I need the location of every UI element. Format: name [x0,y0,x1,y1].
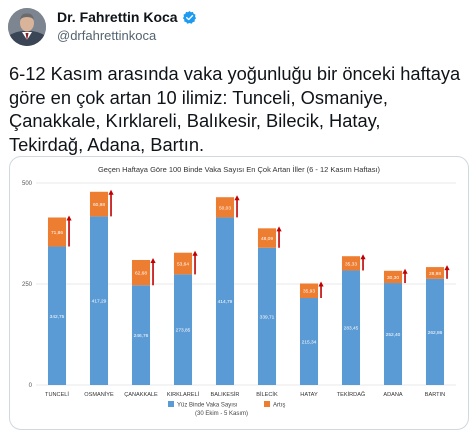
bar-segment-base [341,270,361,385]
increase-arrow-head [66,215,72,221]
bar-segment-base [383,283,403,385]
author-name[interactable]: Dr. Fahrettin Koca [57,9,178,25]
bar-segment-increase [173,252,193,275]
x-category-label: HATAY [300,392,318,398]
x-category-label: BİLECİK [256,391,278,398]
x-category-label: TUNCELİ [45,391,69,398]
bar-segment-increase [425,267,445,279]
increase-arrow-head [150,257,156,263]
verified-badge-icon [182,10,196,24]
bar-value-label: 246,76 [134,333,149,339]
avatar-portrait-image [8,8,46,46]
legend-label-base-period: (30 Ekim - 5 Kasım) [195,411,248,417]
bar-segment-base [257,247,277,385]
bar-increase-label: 35,93 [303,289,315,295]
bar-increase-label: 48,09 [261,236,273,242]
bar-increase-label: 30,30 [387,275,399,281]
increase-arrow-head [318,281,324,287]
increase-arrow-head [234,195,240,201]
legend-label-increase: Artış [273,403,285,409]
bar-value-label: 252,40 [386,332,401,338]
increase-arrow-head [444,265,450,271]
bar-value-label: 273,85 [176,328,191,334]
bar-value-label: 215,34 [302,340,317,346]
bar-segment-increase [47,217,67,247]
bar-value-label: 414,79 [218,299,233,305]
bar-increase-label: 53,64 [177,262,189,268]
bar-segment-increase [131,259,151,286]
bar-increase-label: 50,03 [219,205,231,211]
bar-value-label: 283,45 [344,326,359,332]
y-tick-label: 500 [22,181,33,187]
bar-increase-label: 60,98 [93,202,105,208]
bar-value-label: 342,75 [50,314,65,320]
bar-value-label: 417,29 [92,299,107,305]
bar-segment-base [89,216,109,385]
bar-segment-increase [89,191,109,217]
increase-arrow-head [276,226,282,232]
x-category-label: ADANA [383,392,403,398]
tweet-text: 6-12 Kasım arasında vaka yoğunluğu bir ö… [9,63,461,155]
chart-image-card[interactable]: Geçen Haftaya Göre 100 Binde Vaka Sayısı… [9,156,469,430]
bar-value-label: 339,71 [260,314,275,320]
increase-arrow-head [192,250,198,256]
x-category-label: BALIKESİR [211,391,240,398]
x-category-label: TEKİRDAĞ [337,391,366,398]
bar-chart: 0 250 500 342,75 71,86 TUNCELİ 417,29 60,98 OSMA… [22,181,456,417]
bar-segment-base [299,298,319,385]
chart-title: Geçen Haftaya Göre 100 Binde Vaka Sayısı… [97,165,381,174]
x-category-label: BARTIN [425,392,445,398]
bar-segment-increase [215,197,235,218]
bar-increase-label: 28,98 [429,271,441,277]
x-category-label: OSMANİYE [84,391,114,398]
avatar[interactable] [8,8,46,46]
bar-segment-base [425,278,445,385]
author-handle[interactable]: @drfahrettinkoca [57,28,157,43]
bar-segment-base [131,285,151,385]
bar-increase-label: 62,68 [135,271,147,277]
increase-arrow-head [108,189,114,195]
bar-segment-increase [383,270,403,284]
x-category-label: KIRKLARELİ [167,391,200,398]
bar-segment-increase [257,228,277,248]
legend-swatch-increase [264,401,270,407]
legend-label-base: Yüz Binde Vaka Sayısı [177,403,238,409]
bar-segment-increase [299,283,319,299]
y-tick-label: 0 [29,383,33,389]
bar-segment-base [173,274,193,385]
y-tick-label: 250 [22,282,33,288]
bar-increase-label: 35,33 [345,261,357,267]
increase-arrow-head [360,254,366,260]
bar-segment-base [47,246,67,385]
legend-swatch-base [168,401,174,407]
bar-segment-base [215,217,235,385]
bar-segment-increase [341,256,361,271]
bar-increase-label: 71,86 [51,230,63,236]
x-category-label: ÇANAKKALE [124,392,158,398]
tweet-author: Dr. Fahrettin Koca @drfahrettinkoca [57,9,197,43]
increase-arrow-head [402,268,408,274]
bar-value-label: 262,86 [428,330,443,336]
